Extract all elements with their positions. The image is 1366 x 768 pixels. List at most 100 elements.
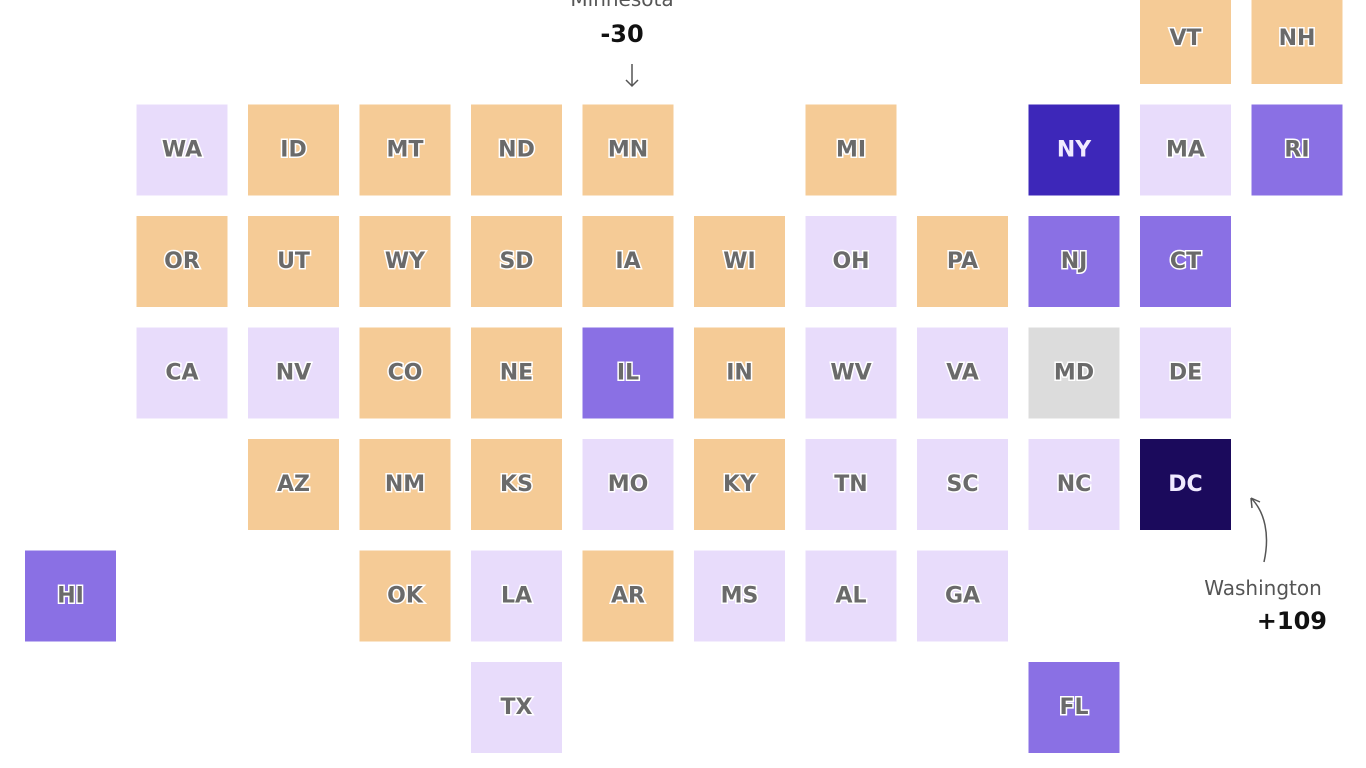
state-label: AL	[835, 584, 866, 609]
annotation-value: +109	[1257, 607, 1327, 635]
state-tile	[1028, 104, 1120, 196]
state-tile	[1028, 327, 1120, 419]
state-label: DE	[1169, 361, 1202, 386]
state-label: HI	[57, 584, 84, 609]
state-tile	[1140, 216, 1231, 307]
state-label: IL	[617, 361, 639, 386]
state-label: FL	[1059, 695, 1088, 720]
state-tile	[1028, 662, 1120, 753]
state-label: VT	[1169, 26, 1201, 51]
state-label: MO	[608, 472, 649, 497]
state-label: MT	[387, 138, 424, 163]
annotation-value: -30	[600, 20, 643, 48]
state-tile	[1251, 0, 1343, 84]
state-label: NM	[385, 472, 425, 497]
state-label: IN	[726, 361, 753, 386]
state-label: CA	[165, 361, 198, 386]
state-tile	[359, 216, 451, 307]
state-label: NC	[1057, 472, 1092, 497]
state-tile	[917, 439, 1008, 530]
state-label: OK	[387, 584, 424, 609]
state-tile	[917, 216, 1008, 307]
state-tile	[136, 327, 228, 419]
state-label: TN	[834, 472, 867, 497]
state-label: WV	[830, 361, 871, 386]
state-label: LA	[501, 584, 532, 609]
state-label: CO	[388, 361, 423, 386]
state-tile	[25, 550, 116, 642]
state-tile	[248, 216, 339, 307]
state-tile	[805, 104, 897, 196]
state-label: SD	[499, 249, 533, 274]
state-tile	[805, 550, 897, 642]
state-label: NJ	[1061, 249, 1088, 274]
state-tile	[1140, 0, 1231, 84]
state-tile	[471, 439, 562, 530]
state-tile	[917, 327, 1008, 419]
annotation-name: Minnesota	[570, 0, 673, 11]
state-tile	[359, 104, 451, 196]
state-label: WY	[385, 249, 426, 274]
state-label: DC	[1168, 472, 1202, 497]
state-label: KS	[500, 472, 533, 497]
state-tile	[471, 216, 562, 307]
state-label: NV	[276, 361, 311, 386]
state-tile	[136, 104, 228, 196]
state-label: AZ	[277, 472, 310, 497]
state-label: CT	[1170, 249, 1201, 274]
state-tile	[359, 550, 451, 642]
state-tile	[471, 662, 562, 753]
state-tile	[471, 327, 562, 419]
state-tile	[582, 216, 674, 307]
state-tile	[694, 439, 785, 530]
state-label: SC	[947, 472, 979, 497]
state-label: MN	[608, 138, 648, 163]
state-tile	[248, 327, 339, 419]
state-tile	[694, 550, 785, 642]
state-tile	[471, 104, 562, 196]
annotation-name: Washington	[1204, 576, 1322, 600]
state-label: WA	[162, 138, 202, 163]
state-tile	[805, 439, 897, 530]
state-label: NE	[500, 361, 533, 386]
state-tile	[582, 550, 674, 642]
state-tile	[582, 327, 674, 419]
state-label: IA	[615, 249, 640, 274]
state-tile	[694, 216, 785, 307]
state-label: WI	[723, 249, 755, 274]
state-label: MI	[836, 138, 866, 163]
state-label: VA	[946, 361, 979, 386]
state-label: OH	[832, 249, 869, 274]
state-tile	[1140, 439, 1231, 530]
state-label: MD	[1054, 361, 1094, 386]
state-label: PA	[947, 249, 978, 274]
state-tile	[917, 550, 1008, 642]
state-label: NY	[1057, 138, 1092, 163]
state-tile	[582, 104, 674, 196]
state-label: RI	[1284, 138, 1309, 163]
state-label: GA	[945, 584, 980, 609]
state-label: TX	[501, 695, 533, 720]
state-tile	[1028, 216, 1120, 307]
state-tile	[1028, 439, 1120, 530]
state-tile	[582, 439, 674, 530]
state-label: MS	[721, 584, 759, 609]
state-tile	[359, 327, 451, 419]
state-label: ID	[280, 138, 306, 163]
state-label: KY	[723, 472, 757, 497]
state-tile	[1140, 104, 1231, 196]
state-label: NH	[1279, 26, 1316, 51]
state-label: MA	[1166, 138, 1205, 163]
state-tile	[1140, 327, 1231, 419]
state-label: ND	[498, 138, 535, 163]
arrow	[625, 64, 639, 88]
state-label: OR	[164, 249, 200, 274]
state-tile	[136, 216, 228, 307]
arrow	[1250, 497, 1268, 563]
state-tile	[248, 439, 339, 530]
state-tile	[471, 550, 562, 642]
state-label: UT	[277, 249, 310, 274]
state-tile	[805, 216, 897, 307]
state-label: AR	[611, 584, 645, 609]
